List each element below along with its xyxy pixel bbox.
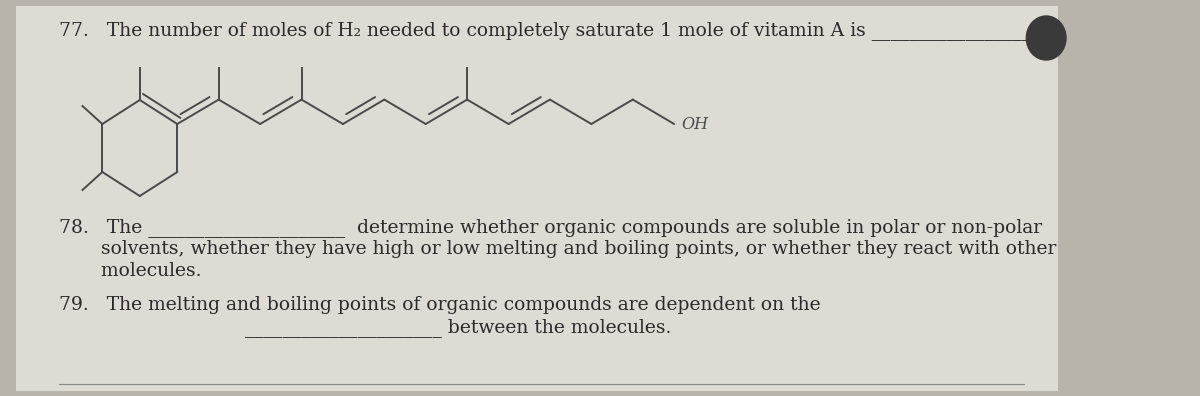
Text: solvents, whether they have high or low melting and boiling points, or whether t: solvents, whether they have high or low …	[59, 240, 1056, 258]
Circle shape	[1026, 16, 1066, 60]
Text: 78.   The _____________________  determine whether organic compounds are soluble: 78. The _____________________ determine …	[59, 218, 1042, 237]
Text: 77.   The number of moles of H₂ needed to completely saturate 1 mole of vitamin : 77. The number of moles of H₂ needed to …	[59, 21, 1050, 40]
Text: _____________________ between the molecules.: _____________________ between the molecu…	[59, 318, 671, 337]
Text: OH: OH	[682, 116, 708, 133]
Text: 79.   The melting and boiling points of organic compounds are dependent on the: 79. The melting and boiling points of or…	[59, 296, 821, 314]
Text: molecules.: molecules.	[59, 262, 202, 280]
FancyBboxPatch shape	[17, 6, 1058, 391]
